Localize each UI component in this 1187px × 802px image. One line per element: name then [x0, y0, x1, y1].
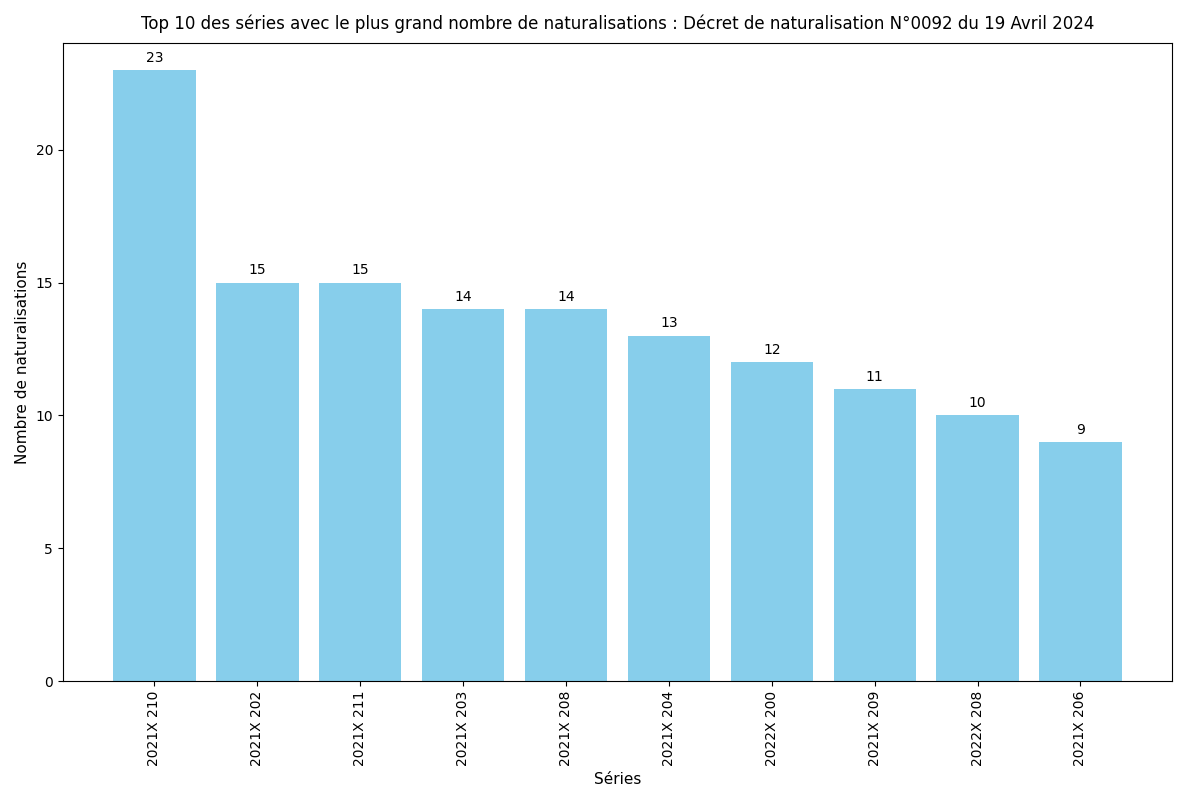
Bar — [731, 363, 813, 681]
Y-axis label: Nombre de naturalisations: Nombre de naturalisations — [15, 261, 30, 464]
X-axis label: Séries: Séries — [594, 772, 641, 787]
Bar — [421, 309, 504, 681]
Text: 15: 15 — [248, 263, 266, 277]
Text: 14: 14 — [455, 290, 472, 304]
Bar — [216, 282, 298, 681]
Bar — [1040, 442, 1122, 681]
Text: 10: 10 — [969, 396, 986, 410]
Text: 15: 15 — [351, 263, 369, 277]
Text: 14: 14 — [557, 290, 575, 304]
Bar — [628, 336, 710, 681]
Bar — [319, 282, 401, 681]
Text: 9: 9 — [1075, 423, 1085, 437]
Bar — [937, 415, 1018, 681]
Text: 13: 13 — [660, 317, 678, 330]
Text: 23: 23 — [146, 51, 164, 65]
Bar — [833, 389, 916, 681]
Text: 12: 12 — [763, 343, 781, 357]
Text: 11: 11 — [865, 370, 883, 383]
Title: Top 10 des séries avec le plus grand nombre de naturalisations : Décret de natur: Top 10 des séries avec le plus grand nom… — [141, 15, 1094, 34]
Bar — [113, 70, 196, 681]
Bar — [525, 309, 608, 681]
